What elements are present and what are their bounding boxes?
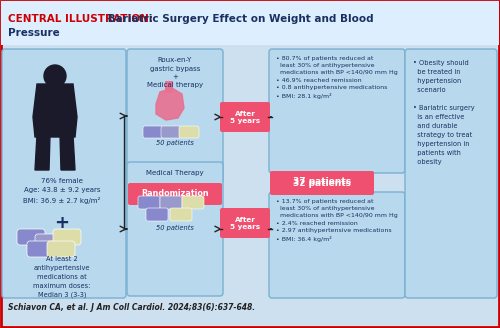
FancyBboxPatch shape — [17, 229, 45, 245]
Text: Bariatric Surgery Effect on Weight and Blood: Bariatric Surgery Effect on Weight and B… — [104, 14, 373, 24]
FancyBboxPatch shape — [270, 171, 374, 193]
FancyBboxPatch shape — [170, 208, 192, 221]
Text: Randomization: Randomization — [141, 190, 209, 198]
Text: +: + — [54, 214, 70, 232]
Polygon shape — [60, 135, 75, 170]
Text: 50 patients: 50 patients — [156, 140, 194, 146]
FancyBboxPatch shape — [143, 126, 163, 138]
Text: 37 patients: 37 patients — [293, 177, 351, 187]
Text: 50 patients: 50 patients — [156, 225, 194, 231]
Text: Roux-en-Y
gastric bypass
+
Medical therapy: Roux-en-Y gastric bypass + Medical thera… — [147, 57, 203, 89]
Text: Schiavon CA, et al. J Am Coll Cardiol. 2024;83(6):637-648.: Schiavon CA, et al. J Am Coll Cardiol. 2… — [8, 303, 255, 312]
FancyBboxPatch shape — [128, 183, 222, 205]
FancyBboxPatch shape — [182, 196, 204, 209]
FancyBboxPatch shape — [35, 234, 63, 250]
Text: After
5 years: After 5 years — [230, 111, 260, 124]
FancyBboxPatch shape — [27, 241, 55, 257]
FancyBboxPatch shape — [161, 126, 181, 138]
FancyBboxPatch shape — [165, 81, 173, 93]
FancyBboxPatch shape — [127, 162, 223, 296]
FancyBboxPatch shape — [1, 1, 499, 327]
Text: After
5 years: After 5 years — [230, 216, 260, 230]
FancyBboxPatch shape — [269, 192, 405, 298]
Polygon shape — [156, 88, 184, 120]
FancyBboxPatch shape — [146, 208, 168, 221]
FancyBboxPatch shape — [405, 49, 497, 298]
Text: At least 2
antihypertensive
medications at
maximum doses:
Median 3 (3-3): At least 2 antihypertensive medications … — [34, 256, 90, 298]
Text: 76% female
Age: 43.8 ± 9.2 years
BMI: 36.9 ± 2.7 kg/m²: 76% female Age: 43.8 ± 9.2 years BMI: 36… — [24, 178, 101, 204]
FancyBboxPatch shape — [179, 126, 199, 138]
FancyBboxPatch shape — [270, 173, 374, 195]
Text: 32 patients: 32 patients — [293, 179, 351, 189]
FancyBboxPatch shape — [160, 196, 182, 209]
FancyBboxPatch shape — [220, 208, 270, 238]
FancyBboxPatch shape — [53, 229, 81, 245]
FancyBboxPatch shape — [127, 49, 223, 183]
FancyBboxPatch shape — [2, 49, 126, 298]
FancyBboxPatch shape — [138, 196, 160, 209]
FancyBboxPatch shape — [47, 241, 75, 257]
FancyBboxPatch shape — [220, 102, 270, 132]
Text: • 13.7% of patients reduced at
  least 30% of antihypertensive
  medications wit: • 13.7% of patients reduced at least 30%… — [276, 199, 398, 241]
Text: Pressure: Pressure — [8, 28, 60, 38]
Text: • 80.7% of patients reduced at
  least 30% of antihypertensive
  medications wit: • 80.7% of patients reduced at least 30%… — [276, 56, 398, 98]
FancyBboxPatch shape — [1, 1, 499, 45]
Text: Medical Therapy: Medical Therapy — [146, 170, 204, 176]
Text: • Obesity should
  be treated in
  hypertension
  scenario

• Bariatric surgery
: • Obesity should be treated in hypertens… — [413, 60, 474, 165]
FancyBboxPatch shape — [269, 49, 405, 173]
Polygon shape — [33, 84, 77, 137]
Polygon shape — [35, 135, 50, 170]
Text: CENTRAL ILLUSTRATION:: CENTRAL ILLUSTRATION: — [8, 14, 153, 24]
Circle shape — [44, 65, 66, 87]
